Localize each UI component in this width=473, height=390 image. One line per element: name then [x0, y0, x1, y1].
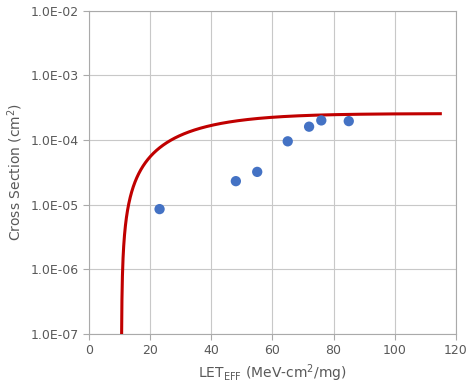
Point [284, 138, 291, 144]
X-axis label: $\mathregular{LET_{EFF}}$ (MeV-cm$^2$/mg): $\mathregular{LET_{EFF}}$ (MeV-cm$^2$/mg… [198, 363, 347, 385]
Point [232, 178, 240, 184]
Point [345, 118, 352, 124]
Point [317, 117, 325, 124]
Point [254, 169, 261, 175]
Point [156, 206, 163, 212]
Point [305, 124, 313, 130]
Y-axis label: Cross Section (cm$^2$): Cross Section (cm$^2$) [6, 103, 25, 241]
